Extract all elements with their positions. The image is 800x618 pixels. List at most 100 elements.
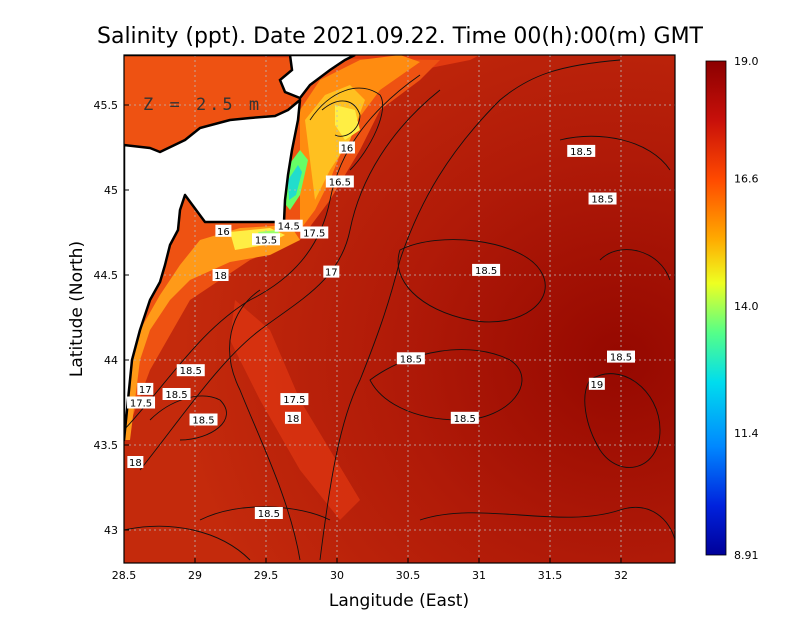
contour-label: 18 xyxy=(212,269,229,282)
contour-label: 18.5 xyxy=(254,507,283,520)
contour-label-text: 18.5 xyxy=(591,195,613,206)
colorbar-ticks: 19.0 16.6 14.0 11.4 8.91 xyxy=(734,55,759,562)
contour-label-text: 18.5 xyxy=(400,354,422,365)
contour-label: 15.5 xyxy=(252,233,280,246)
colorbar-tick-label: 19.0 xyxy=(734,55,759,68)
colorbar-tick-label: 14.0 xyxy=(734,300,759,313)
land-north xyxy=(124,55,356,100)
contour-label-text: 19 xyxy=(590,380,603,391)
x-tick-label: 29 xyxy=(188,569,202,582)
contour-label: 18.5 xyxy=(567,144,596,158)
y-tick-label: 45.5 xyxy=(94,99,119,112)
contour-label: 17 xyxy=(137,382,154,396)
x-tick-label: 30 xyxy=(330,569,344,582)
contour-label: 14.5 xyxy=(274,219,303,233)
y-tick-label: 44 xyxy=(104,354,118,367)
x-tick-label: 32 xyxy=(614,569,628,582)
contour-label-box xyxy=(588,192,617,205)
contour-label-text: 17 xyxy=(325,268,338,279)
contour-label-text: 14.5 xyxy=(278,222,300,233)
contour-label-text: 16 xyxy=(217,227,230,238)
contour-label: 17.5 xyxy=(280,393,309,406)
x-tick-label: 29.5 xyxy=(254,569,279,582)
contour-label: 18 xyxy=(127,456,144,469)
contour-labels: 16 18.5 16.5 18.5 14.5 16 17.5 15.5 17 18.5 18 18.5… xyxy=(127,141,635,520)
contour-label-text: 18 xyxy=(214,271,227,282)
contour-label: 18.5 xyxy=(472,263,501,277)
contour-label-text: 18.5 xyxy=(475,266,497,277)
contour-label: 16 xyxy=(338,141,355,155)
chart-title: Salinity (ppt). Date 2021.09.22. Time 00… xyxy=(97,24,704,49)
contour-label: 18.5 xyxy=(189,413,218,427)
depth-annotation: Z = 2.5 m xyxy=(143,95,262,115)
land-coast xyxy=(124,98,302,442)
contour-label-box xyxy=(189,413,218,426)
contour-label-text: 17.5 xyxy=(130,399,152,410)
contour-label-text: 18.5 xyxy=(180,366,202,377)
x-axis-label: Langitude (East) xyxy=(329,591,469,611)
contour-label-text: 16 xyxy=(341,144,354,155)
contour-label-box xyxy=(607,350,635,363)
contour-label-box xyxy=(176,364,205,377)
contour-label-box xyxy=(215,224,232,237)
colorbar-tick-label: 16.6 xyxy=(734,173,759,186)
contour-label-text: 17.5 xyxy=(283,395,305,406)
contour-label: 18.5 xyxy=(607,350,635,364)
x-tick-label: 30.5 xyxy=(396,569,421,582)
contour-label-text: 18.5 xyxy=(610,353,632,364)
contour-label: 17.5 xyxy=(127,396,156,410)
contour-label-text: 16.5 xyxy=(329,178,351,189)
contour-label-box xyxy=(323,265,340,278)
y-tick-label: 45 xyxy=(104,184,118,197)
contour-label: 18.5 xyxy=(162,388,191,401)
contour-label: 19 xyxy=(588,377,605,391)
colorbar xyxy=(705,60,727,556)
contour-label-text: 18 xyxy=(129,458,142,469)
contour-label-text: 15.5 xyxy=(255,235,277,246)
y-tick-label: 43.5 xyxy=(94,439,119,452)
y-axis-label: Latitude (North) xyxy=(67,241,87,377)
contour-label-box xyxy=(300,226,329,239)
contour-label-box xyxy=(450,411,479,424)
contour-label: 18 xyxy=(284,411,301,425)
contour-label-text: 18.5 xyxy=(192,416,214,427)
contour-label-box xyxy=(284,411,301,424)
contour-label-box xyxy=(162,388,191,400)
contour-label-box xyxy=(588,377,605,390)
y-axis-ticks: 43 43.5 44 44.5 45 45.5 xyxy=(94,99,129,537)
contour-label-text: 18 xyxy=(287,414,300,425)
contour-label-box xyxy=(127,456,144,468)
plot-frame xyxy=(123,54,676,564)
plot-area: Z = 2.5 m 16 18.5 16.5 18.5 14.5 16 17.5 15.5 17… xyxy=(124,55,675,563)
contour-label-text: 18.5 xyxy=(258,509,280,520)
coastal-strip xyxy=(124,225,300,440)
contour-label-text: 18.5 xyxy=(570,147,592,158)
contour-label-text: 17.5 xyxy=(303,229,325,240)
contour-label-box xyxy=(396,352,425,365)
contour-label-box xyxy=(137,382,154,395)
contour-label-text: 18.5 xyxy=(165,390,187,401)
contour-label-box xyxy=(325,175,354,188)
contour-label: 16.5 xyxy=(325,175,354,189)
contour-lines xyxy=(124,59,675,561)
plume-tongue xyxy=(230,300,360,520)
contour-label-text: 18.5 xyxy=(454,414,476,425)
river-mouth-core xyxy=(288,165,302,200)
x-tick-label: 31.5 xyxy=(538,569,563,582)
contour-label-box xyxy=(472,263,501,276)
contour-label: 17.5 xyxy=(300,226,329,240)
contour-label-box xyxy=(212,269,229,281)
contour-label-box xyxy=(280,393,309,406)
contour-label-text: 17 xyxy=(139,385,152,396)
contour-label: 18.5 xyxy=(450,411,479,425)
contour-label-box xyxy=(338,141,355,154)
contour-label: 16 xyxy=(215,224,232,238)
contour-label: 17 xyxy=(323,265,340,279)
colorbar-tick-label: 11.4 xyxy=(734,427,759,440)
plume-core xyxy=(335,105,360,140)
contour-label-box xyxy=(254,507,283,519)
x-tick-label: 28.5 xyxy=(112,569,137,582)
colorbar-tick-label: 8.91 xyxy=(734,549,759,562)
y-tick-label: 44.5 xyxy=(94,269,119,282)
